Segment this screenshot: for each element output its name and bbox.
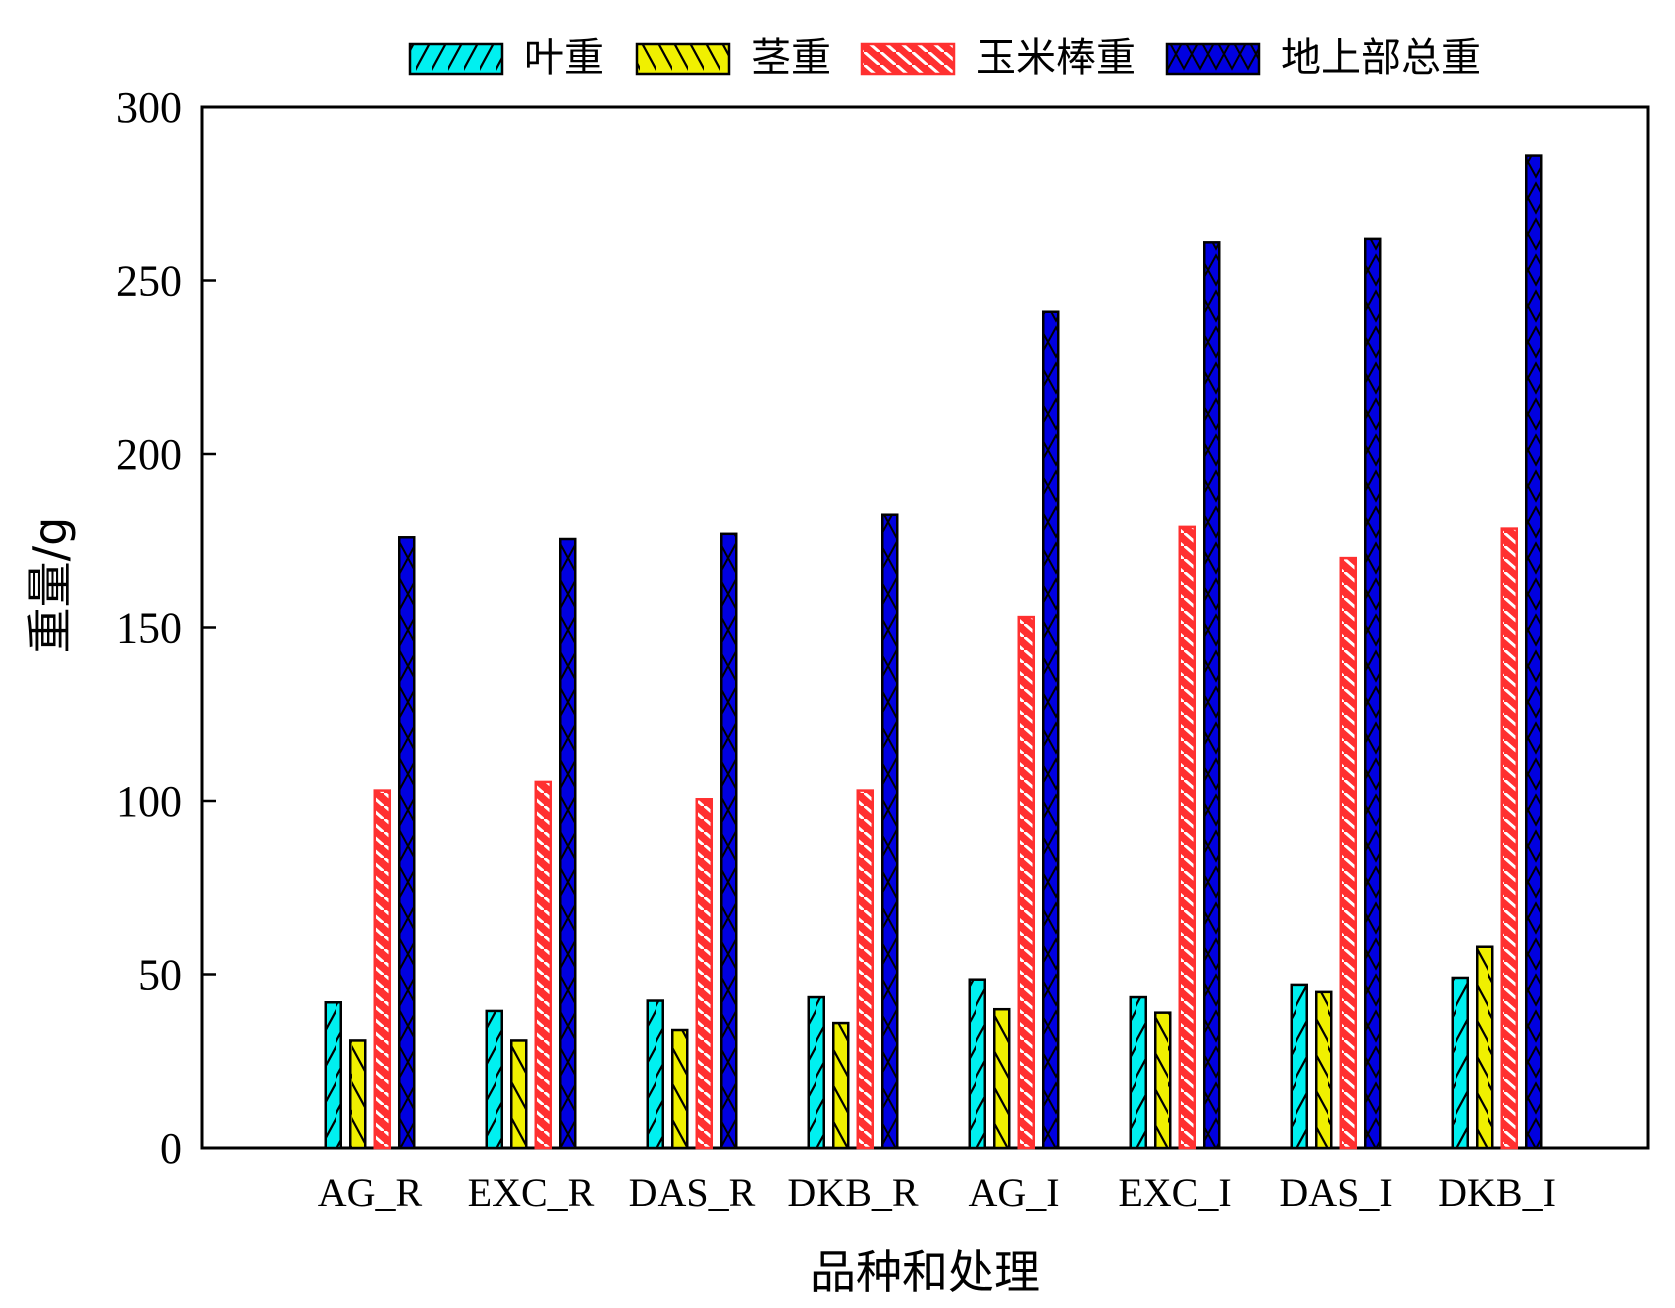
bar-hatch — [1043, 311, 1059, 1149]
y-tick-label: 150 — [116, 604, 182, 653]
legend-label: 地上部总重 — [1281, 35, 1481, 81]
x-axis-label: 品种和处理 — [810, 1245, 1040, 1299]
bar-hatch — [560, 539, 576, 1148]
legend-swatch-hatch — [637, 44, 729, 74]
bar — [1364, 237, 1382, 1150]
bar-hatch — [1291, 984, 1307, 1148]
plot-area: 0 50 100 150 200 250 300 AG_R EXC_R DAS_R DKB_R AG_… — [116, 83, 1650, 1215]
x-tick-label: DAS_R — [629, 1170, 756, 1215]
bar — [881, 513, 899, 1150]
bar-hatch — [721, 533, 737, 1148]
legend: 叶重 茎重 玉米棒重 地上部总重 — [408, 35, 1481, 81]
bar-hatch — [1155, 1012, 1171, 1148]
bar — [534, 780, 552, 1150]
bar — [1525, 154, 1543, 1150]
bar-hatch — [1130, 997, 1146, 1148]
bar — [559, 537, 577, 1150]
y-tick-label: 300 — [116, 83, 182, 132]
bar-hatch — [1526, 155, 1542, 1148]
legend-swatch-hatch — [862, 44, 954, 74]
bar-hatch — [1204, 242, 1220, 1148]
bar-hatch — [511, 1040, 527, 1148]
legend-swatch — [860, 42, 956, 76]
bar — [1500, 527, 1518, 1150]
bar — [695, 798, 713, 1150]
bar — [1203, 241, 1221, 1150]
bar-hatch — [969, 979, 985, 1148]
x-tick-label: EXC_I — [1118, 1170, 1231, 1215]
bar-hatch — [1501, 528, 1517, 1148]
bar — [1315, 990, 1333, 1150]
bar-hatch — [994, 1009, 1010, 1148]
bar-hatch — [808, 997, 824, 1148]
bar — [1042, 310, 1060, 1150]
bar — [1476, 945, 1494, 1150]
legend-swatch-hatch — [1167, 44, 1259, 74]
legend-swatch — [1165, 42, 1261, 76]
bar-hatch — [1018, 617, 1034, 1148]
y-tick-label: 100 — [116, 777, 182, 826]
bar — [1129, 995, 1147, 1150]
bar-hatch — [1452, 977, 1468, 1148]
bar — [485, 1009, 503, 1150]
bar-hatch — [374, 790, 390, 1148]
bar-hatch — [1316, 991, 1332, 1148]
y-axis-label: 重量/g — [23, 517, 77, 654]
x-tick-label: EXC_R — [468, 1170, 595, 1215]
bar — [324, 1001, 342, 1150]
bar — [671, 1028, 689, 1150]
x-tick-label: DKB_I — [1438, 1170, 1556, 1215]
legend-label: 叶重 — [524, 35, 604, 81]
legend-swatch-hatch — [410, 44, 502, 74]
bar — [1017, 615, 1035, 1150]
bar-hatch — [1340, 558, 1356, 1148]
bar — [1339, 556, 1357, 1150]
bar — [1451, 976, 1469, 1150]
bar — [398, 536, 416, 1150]
x-tick-label: DAS_I — [1279, 1170, 1392, 1215]
bar-hatch — [350, 1040, 366, 1148]
y-tick-label: 200 — [116, 430, 182, 479]
legend-swatch — [635, 42, 731, 76]
bar — [720, 532, 738, 1150]
x-tick-label: AG_R — [318, 1170, 423, 1215]
y-tick-label: 250 — [116, 257, 182, 306]
bar — [349, 1039, 367, 1150]
legend-label: 玉米棒重 — [976, 35, 1136, 81]
bar — [646, 999, 664, 1150]
bar — [832, 1021, 850, 1150]
x-tick-label: AG_I — [968, 1170, 1059, 1215]
bar — [510, 1039, 528, 1150]
bar — [1178, 525, 1196, 1150]
bar-hatch — [1179, 526, 1195, 1148]
bar-hatch — [399, 537, 415, 1148]
bar-hatch — [696, 799, 712, 1148]
y-tick-label: 50 — [138, 951, 182, 1000]
bar — [1154, 1011, 1172, 1150]
bar-hatch — [882, 514, 898, 1148]
bar-hatch — [1365, 238, 1381, 1149]
bar-hatch — [535, 781, 551, 1148]
bar-hatch — [647, 1000, 663, 1148]
legend-label: 茎重 — [751, 35, 831, 81]
bar — [1290, 983, 1308, 1150]
bar-hatch — [857, 790, 873, 1148]
bar — [856, 789, 874, 1150]
bar-hatch — [1477, 946, 1493, 1148]
bar-hatch — [833, 1023, 849, 1148]
bar — [993, 1007, 1011, 1150]
legend-swatch — [408, 42, 504, 76]
x-tick-label: DKB_R — [787, 1170, 918, 1215]
y-tick-label: 0 — [160, 1124, 182, 1173]
bar-hatch — [672, 1030, 688, 1148]
bar-hatch — [486, 1010, 502, 1148]
bar — [807, 995, 825, 1150]
plot-frame — [200, 105, 1650, 1150]
bar — [968, 978, 986, 1150]
bar — [373, 789, 391, 1150]
bar-hatch — [325, 1002, 341, 1148]
